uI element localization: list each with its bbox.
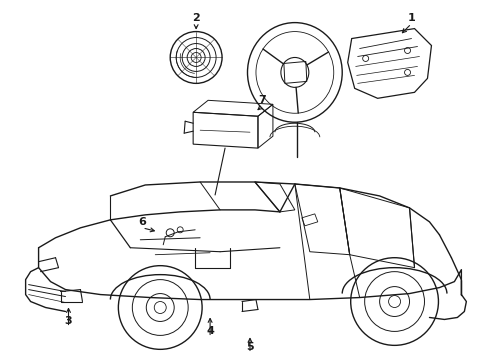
Text: 6: 6: [138, 217, 146, 227]
Text: 3: 3: [65, 316, 73, 327]
Text: 5: 5: [246, 342, 254, 352]
Text: 2: 2: [192, 13, 200, 23]
Text: 7: 7: [258, 95, 266, 105]
Text: 1: 1: [408, 13, 416, 23]
Text: 4: 4: [206, 327, 214, 336]
